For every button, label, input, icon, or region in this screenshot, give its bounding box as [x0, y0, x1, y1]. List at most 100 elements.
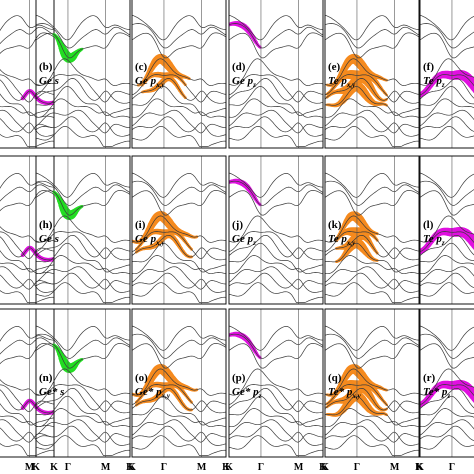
band-lines: [0, 173, 54, 303]
valence-band-line: [325, 98, 419, 118]
valence-band-line: [0, 74, 54, 103]
panel: (d) Ge pz: [228, 0, 324, 149]
valence-band-line: [36, 266, 130, 290]
valence-band-line: [229, 231, 323, 260]
panel-label: (p): [232, 372, 246, 384]
valence-band-line: [325, 266, 419, 290]
valence-band-line: [132, 58, 226, 86]
conduction-band-line: [325, 23, 419, 49]
panel-label: (l): [423, 219, 434, 231]
valence-band-line: [420, 126, 474, 141]
kpoint-label: K: [225, 462, 233, 473]
kpoint-label: M: [101, 462, 111, 473]
valence-band-line: [229, 419, 323, 443]
kpoint-label: K: [416, 462, 424, 473]
valence-band-line: [0, 379, 54, 396]
panel-label: (b): [39, 61, 53, 73]
valence-band-line: [132, 78, 226, 104]
valence-band-line: [229, 435, 323, 456]
valence-band-line: [420, 425, 474, 442]
valence-band-line: [36, 387, 130, 414]
valence-band-line: [420, 58, 474, 86]
conduction-band-line: [132, 172, 226, 198]
conduction-band-line: [36, 180, 130, 206]
valence-band-line: [132, 86, 226, 116]
conduction-band-line: [36, 190, 130, 216]
valence-band-line: [325, 86, 419, 116]
valence-band-line: [0, 250, 54, 273]
valence-band-line: [132, 116, 226, 137]
band-lines: [132, 14, 226, 147]
conduction-band-line: [325, 172, 419, 198]
panel-frame: [0, 308, 55, 458]
panel: (j) Ge pz: [228, 155, 324, 305]
panel-frame: [324, 308, 420, 458]
valence-band-line: [420, 78, 474, 100]
valence-band-line: [36, 231, 130, 260]
valence-band-line: [0, 231, 54, 260]
panel-label: (i): [135, 219, 146, 231]
valence-band-line: [325, 435, 419, 456]
valence-band-line: [132, 282, 226, 303]
kpoint-label: K: [222, 462, 230, 473]
valence-band-line: [36, 109, 130, 134]
conduction-band-line: [0, 32, 54, 54]
panel-frame: [131, 308, 227, 458]
conduction-band-line: [132, 23, 226, 49]
panel-frame: [0, 0, 55, 149]
kpoint-label: M: [25, 462, 35, 473]
valence-band-line: [36, 282, 130, 303]
valence-band-line: [229, 408, 323, 428]
valence-band-line: [325, 74, 419, 103]
conduction-band-line: [36, 343, 130, 369]
panel-frame: [0, 155, 55, 305]
panel-label: (f): [423, 61, 434, 73]
valence-band-line: [0, 69, 54, 86]
valence-band-line: [0, 226, 54, 243]
valence-band-line: [420, 419, 474, 436]
valence-band-line: [36, 272, 130, 293]
panel: (i) Ge px,y: [131, 155, 227, 305]
conduction-band-line: [420, 180, 474, 206]
conduction-band-line: [229, 23, 323, 49]
valence-band-line: [229, 109, 323, 134]
conduction-band-line: [229, 32, 323, 59]
kpoint-label: Γ: [354, 462, 360, 473]
valence-band-line: [36, 126, 130, 147]
valence-band-line: [229, 78, 323, 104]
kpoint-label: Γ: [65, 462, 71, 473]
valence-band-line: [0, 274, 54, 293]
conduction-band-line: [132, 14, 226, 41]
valence-band-line: [132, 98, 226, 118]
conduction-band-line: [229, 333, 323, 359]
panel-frame: [228, 308, 324, 458]
orbital-label: Ge px,y: [135, 233, 165, 247]
valence-band-line: [36, 78, 130, 104]
panel-frame: [131, 0, 227, 149]
valence-band-line: [132, 272, 226, 293]
valence-band-line: [325, 272, 419, 293]
valence-band-line: [229, 234, 323, 261]
panel-label: (q): [328, 372, 342, 384]
valence-band-line: [325, 395, 419, 426]
conduction-band-line: [36, 32, 130, 59]
valence-band-line: [132, 425, 226, 446]
valence-band-line: [132, 419, 226, 443]
panel-label: (k): [328, 219, 342, 231]
valence-band-line: [132, 234, 226, 261]
valence-band-line: [0, 403, 54, 426]
valence-band-line: [420, 368, 474, 396]
valence-band-line: [0, 443, 54, 456]
valence-band-line: [420, 435, 474, 450]
valence-band-line: [420, 266, 474, 283]
conduction-band-line: [0, 326, 54, 342]
valence-band-line: [132, 215, 226, 243]
valence-band-line: [36, 242, 130, 273]
valence-band-line: [325, 282, 419, 303]
valence-band-line: [325, 419, 419, 443]
conduction-band-line: [36, 333, 130, 359]
valence-band-line: [132, 395, 226, 426]
valence-band-line: [132, 384, 226, 413]
valence-band-line: [229, 384, 323, 413]
